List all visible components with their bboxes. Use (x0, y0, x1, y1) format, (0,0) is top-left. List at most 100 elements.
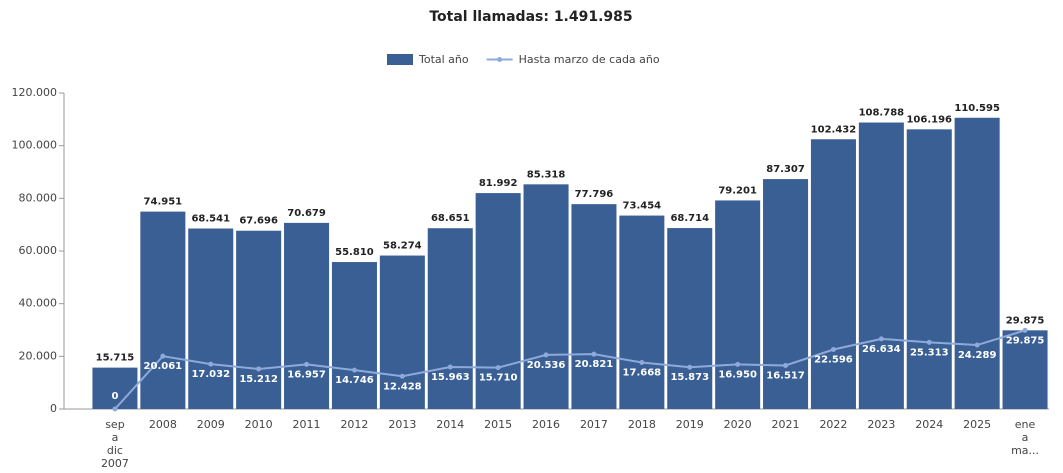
line-value-label: 20.536 (527, 360, 566, 371)
x-tick-label: 2013 (388, 418, 416, 431)
line-point (974, 342, 980, 348)
bar (667, 228, 713, 409)
line-value-label: 26.634 (862, 344, 901, 355)
bar-value-label: 70.679 (287, 208, 326, 219)
x-tick-label: 2017 (580, 418, 608, 431)
bar (715, 200, 761, 409)
bar (523, 184, 569, 409)
bar-value-label: 68.541 (191, 214, 230, 225)
x-tick-label: 2008 (149, 418, 177, 431)
bar (571, 204, 617, 409)
x-tick-label: ene a ma... (1011, 418, 1039, 457)
line-value-label: 16.517 (766, 371, 805, 382)
x-tick-label: 2021 (772, 418, 800, 431)
bar-value-label: 85.318 (527, 169, 566, 180)
x-tick-label: 2011 (293, 418, 321, 431)
bar-value-label: 108.788 (859, 108, 905, 119)
line-point (304, 361, 310, 367)
bar (954, 117, 1000, 409)
bar (475, 193, 521, 409)
bar (906, 129, 952, 410)
bar (188, 228, 234, 409)
bar (284, 222, 330, 409)
line-value-label: 16.950 (718, 369, 757, 380)
line-value-label: 25.313 (910, 347, 949, 358)
x-tick-label: 2018 (628, 418, 656, 431)
bar (810, 139, 856, 410)
bar (1002, 330, 1048, 409)
line-point (112, 406, 118, 412)
line-point (160, 353, 166, 359)
bar-value-label: 81.992 (479, 178, 518, 189)
bar-value-label: 68.714 (670, 213, 709, 224)
legend-label: Total año (418, 53, 469, 66)
line-value-label: 24.289 (958, 350, 997, 361)
line-point (926, 339, 932, 345)
line-value-label: 0 (111, 391, 118, 402)
x-tick-label: 2025 (963, 418, 991, 431)
line-point (591, 351, 597, 357)
y-tick-label: 0 (50, 402, 57, 415)
y-tick-label: 20.000 (19, 349, 58, 362)
bar (427, 228, 473, 409)
y-tick-label: 60.000 (19, 244, 58, 257)
y-tick-label: 80.000 (19, 191, 58, 204)
bar-value-label: 58.274 (383, 241, 422, 252)
bar (858, 122, 904, 409)
x-tick-label: 2019 (676, 418, 704, 431)
x-tick-label: 2024 (915, 418, 943, 431)
x-tick-label: 2009 (197, 418, 225, 431)
bar-value-label: 67.696 (239, 216, 278, 227)
line-point (830, 346, 836, 352)
bar-value-label: 55.810 (335, 247, 374, 258)
bar (92, 367, 138, 409)
bar (331, 262, 377, 409)
line-point (1022, 327, 1028, 333)
line-point (639, 359, 645, 365)
bar-value-label: 110.595 (954, 103, 1000, 114)
x-tick-label: 2010 (245, 418, 273, 431)
line-point (399, 373, 405, 379)
bar-value-label: 73.454 (623, 201, 662, 212)
x-tick-label: 2023 (867, 418, 895, 431)
line-point (735, 361, 741, 367)
y-tick-label: 120.000 (12, 86, 58, 99)
line-value-label: 14.746 (335, 375, 374, 386)
legend-swatch (497, 57, 503, 62)
x-tick-label: 2016 (532, 418, 560, 431)
bar-value-label: 15.715 (96, 353, 135, 364)
bar-value-label: 106.196 (906, 114, 952, 125)
line-value-label: 15.873 (670, 372, 709, 383)
line-value-label: 22.596 (814, 354, 853, 365)
line-value-label: 16.957 (287, 369, 326, 380)
line-point (495, 365, 501, 371)
x-tick-label: 2020 (724, 418, 752, 431)
bar-value-label: 79.201 (718, 185, 757, 196)
x-tick-label: 2022 (819, 418, 847, 431)
y-tick-label: 100.000 (12, 139, 58, 152)
bar (619, 215, 665, 409)
line-point (351, 367, 357, 373)
line-point (208, 361, 214, 367)
line-point (783, 363, 789, 369)
line-point (447, 364, 453, 370)
line-point (878, 336, 884, 342)
line-value-label: 29.875 (1006, 335, 1045, 346)
line-point (687, 364, 693, 370)
bar-value-label: 74.951 (144, 197, 183, 208)
bar (236, 230, 282, 409)
line-value-label: 17.668 (623, 367, 662, 378)
bar (140, 211, 186, 409)
bar-value-label: 68.651 (431, 213, 470, 224)
bar-value-label: 29.875 (1006, 315, 1045, 326)
line-value-label: 20.821 (575, 359, 614, 370)
bar (763, 179, 809, 409)
line-value-label: 20.061 (144, 361, 183, 372)
bar-value-label: 77.796 (575, 189, 614, 200)
x-tick-label: 2014 (436, 418, 464, 431)
line-value-label: 15.963 (431, 372, 470, 383)
legend-swatch (387, 54, 413, 65)
bar (379, 255, 425, 409)
x-tick-label: 2015 (484, 418, 512, 431)
